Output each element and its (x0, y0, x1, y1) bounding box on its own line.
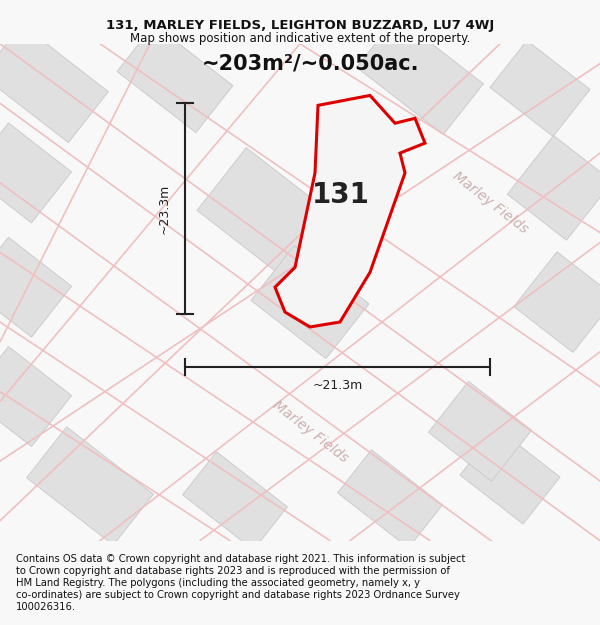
Text: Contains OS data © Crown copyright and database right 2021. This information is : Contains OS data © Crown copyright and d… (16, 554, 466, 564)
Text: co-ordinates) are subject to Crown copyright and database rights 2023 Ordnance S: co-ordinates) are subject to Crown copyr… (16, 590, 460, 600)
Polygon shape (0, 24, 109, 142)
Text: ~203m²/~0.050ac.: ~203m²/~0.050ac. (201, 54, 419, 74)
Polygon shape (514, 252, 600, 352)
Text: to Crown copyright and database rights 2023 and is reproduced with the permissio: to Crown copyright and database rights 2… (16, 566, 450, 576)
Text: Marley Fields: Marley Fields (269, 398, 350, 465)
Polygon shape (0, 347, 71, 446)
Polygon shape (182, 452, 287, 550)
Text: Marley Fields: Marley Fields (449, 169, 530, 236)
Text: HM Land Registry. The polygons (including the associated geometry, namely x, y: HM Land Registry. The polygons (includin… (16, 578, 420, 588)
Polygon shape (508, 136, 600, 240)
Text: 100026316.: 100026316. (16, 602, 76, 612)
Text: ~23.3m: ~23.3m (158, 184, 171, 234)
Text: 131, MARLEY FIELDS, LEIGHTON BUZZARD, LU7 4WJ: 131, MARLEY FIELDS, LEIGHTON BUZZARD, LU… (106, 19, 494, 32)
Polygon shape (356, 16, 484, 134)
Polygon shape (275, 96, 425, 327)
Text: ~21.3m: ~21.3m (313, 379, 362, 392)
Polygon shape (460, 428, 560, 524)
Text: 131: 131 (313, 181, 370, 209)
Polygon shape (490, 41, 590, 136)
Polygon shape (428, 381, 532, 481)
Polygon shape (197, 148, 333, 278)
Text: Map shows position and indicative extent of the property.: Map shows position and indicative extent… (130, 32, 470, 45)
Polygon shape (0, 238, 71, 337)
Polygon shape (0, 123, 71, 223)
Polygon shape (338, 450, 442, 548)
Polygon shape (26, 427, 154, 545)
Polygon shape (117, 24, 233, 132)
Polygon shape (251, 246, 369, 359)
